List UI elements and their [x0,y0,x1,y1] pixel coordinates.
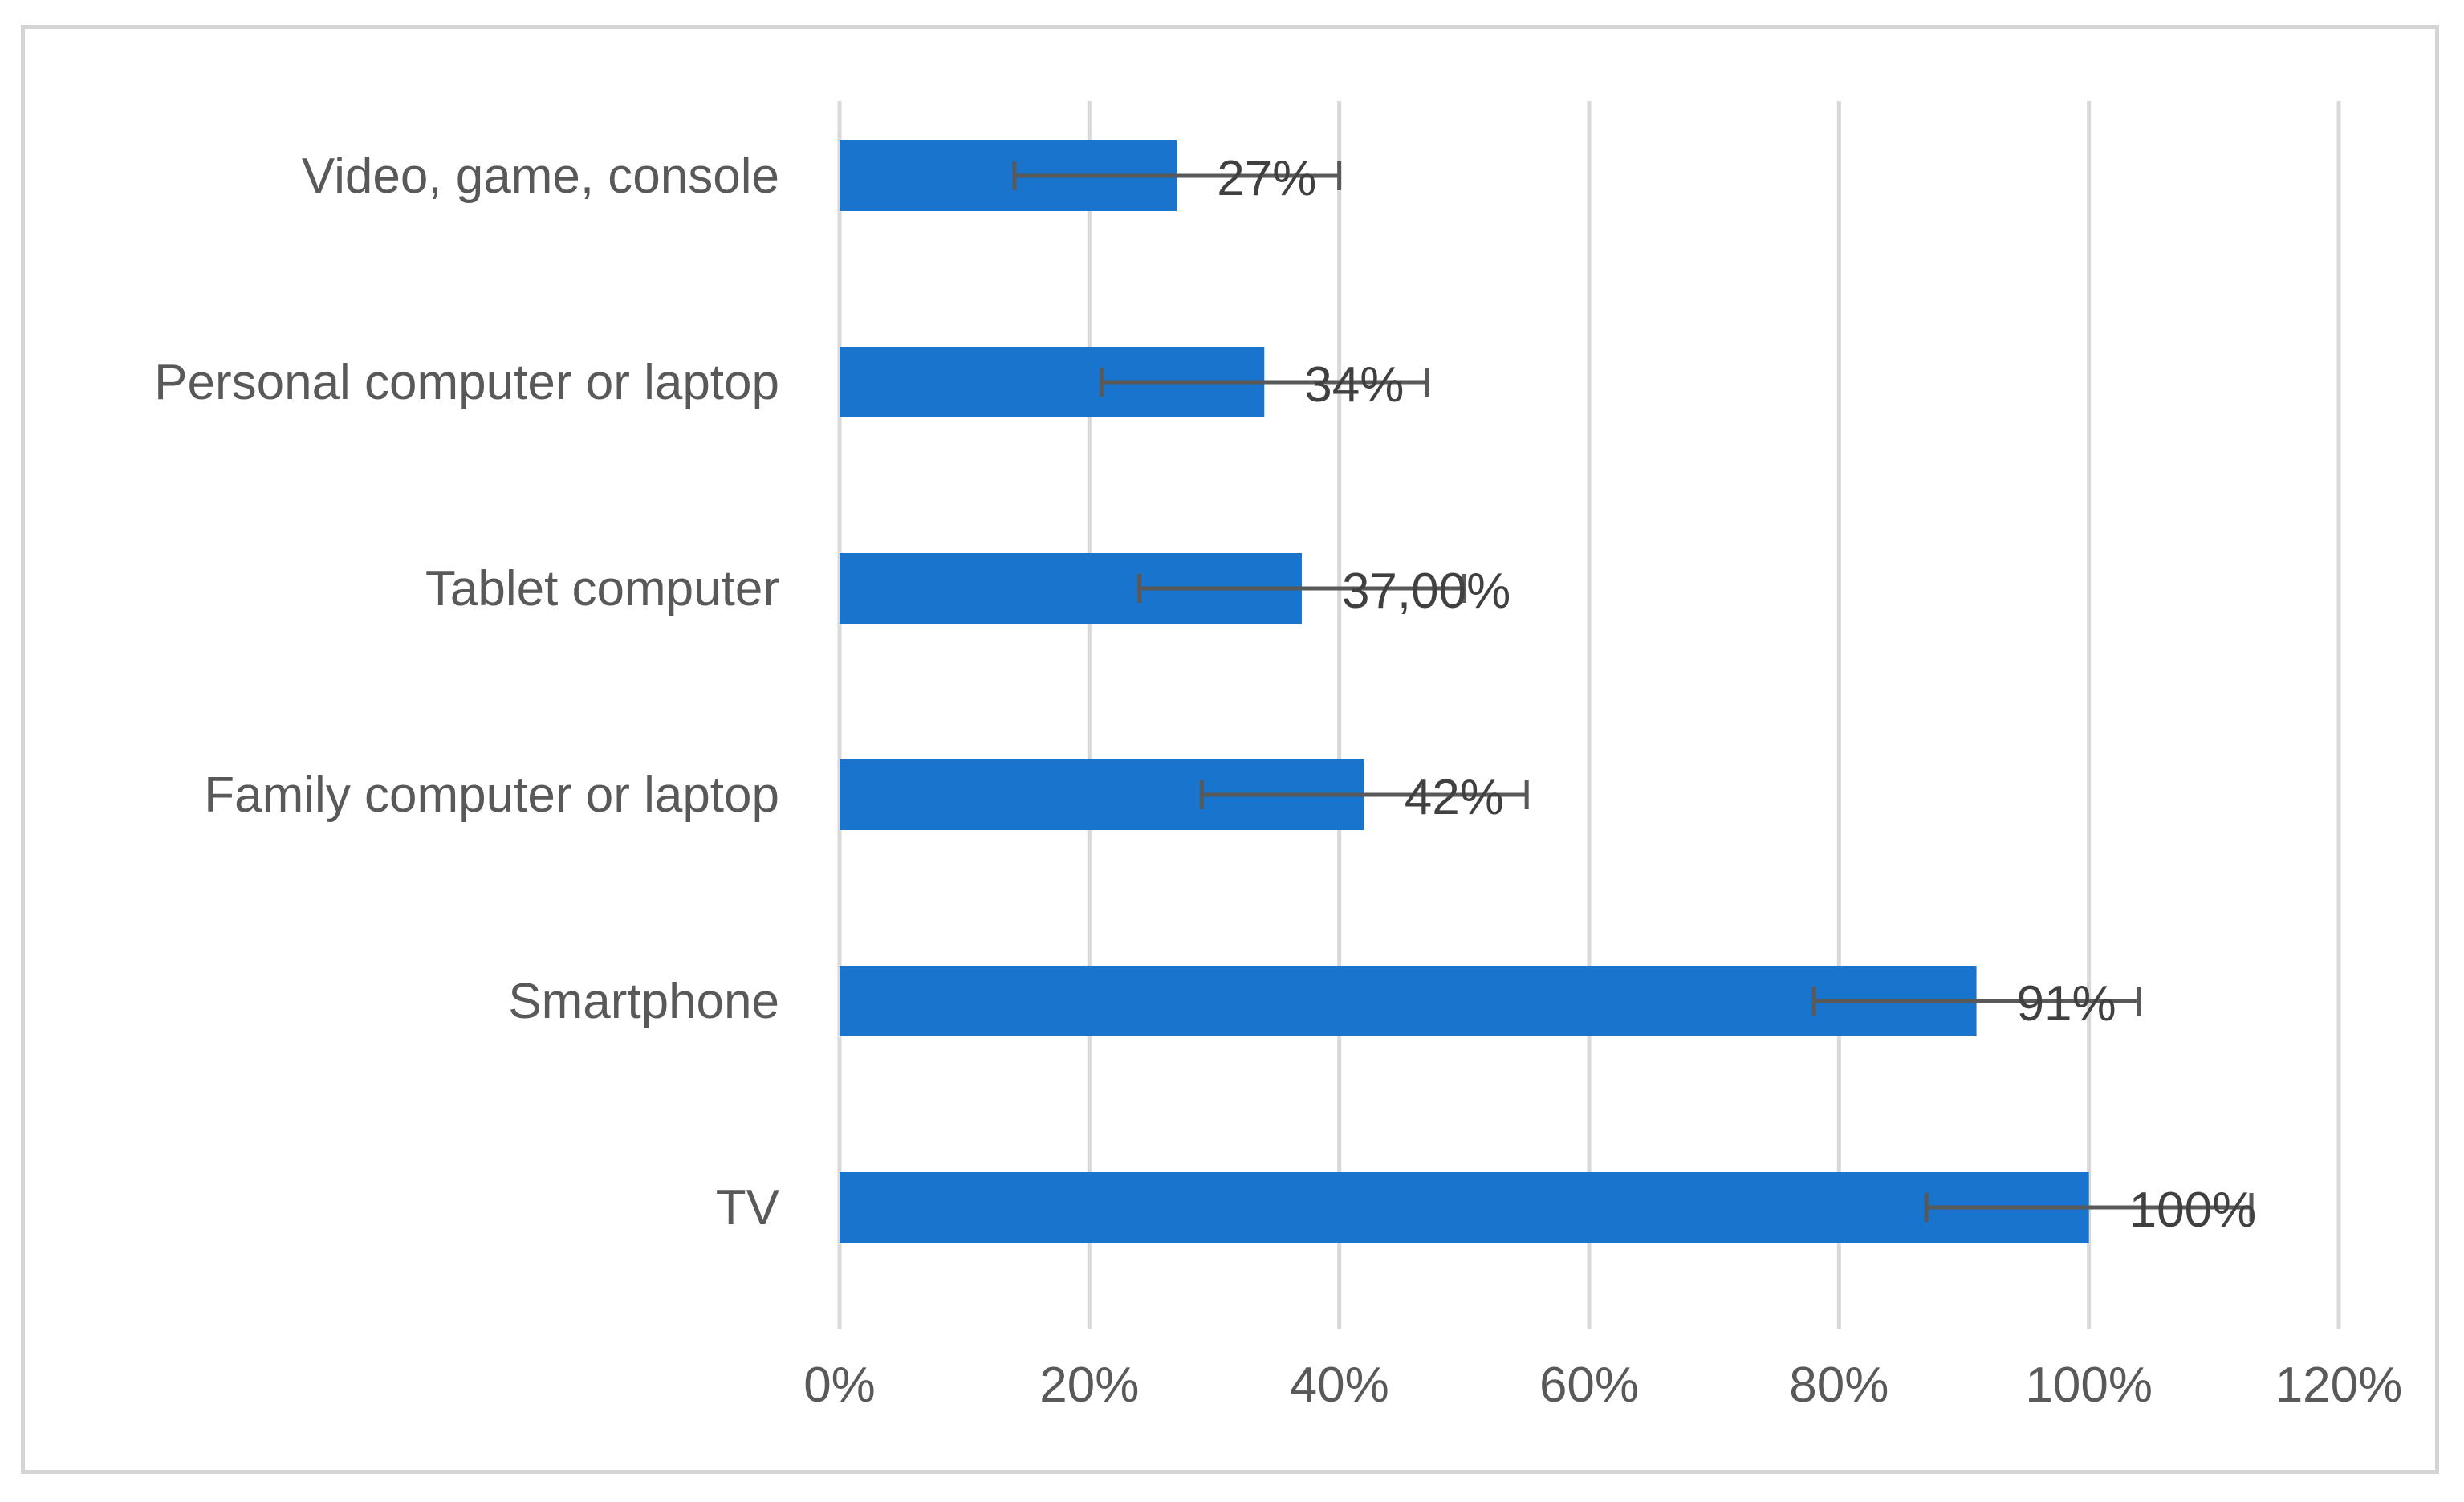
data-label: 91% [2017,976,2116,1032]
data-label: 100% [2129,1182,2257,1238]
error-bar [1100,368,1429,397]
error-bars [1012,161,2254,1222]
bar-chart: 27% 34% 37,00% 42% 91% 100% Video, game, cons… [154,101,2402,1413]
error-bar [1924,1193,2254,1222]
category-label: Family computer or laptop [204,767,779,823]
x-tick-label: 100% [2025,1357,2153,1413]
chart-frame: 27% 34% 37,00% 42% 91% 100% Video, game, cons… [21,25,2439,1474]
data-labels: 27% 34% 37,00% 42% 91% 100% [1217,151,2256,1238]
error-bar [1199,780,1529,809]
category-labels: Video, game, console Personal computer or… [154,149,780,1235]
category-label: Video, game, console [302,149,779,204]
x-tick-label: 40% [1290,1357,1389,1413]
data-label: 42% [1405,770,1504,825]
error-bar [1012,161,1342,190]
category-label: TV [716,1180,780,1235]
x-tick-label: 20% [1039,1357,1139,1413]
x-tick-label: 60% [1539,1357,1639,1413]
category-label: Personal computer or laptop [154,355,779,410]
x-axis-tick-labels: 0% 20% 40% 60% 80% 100% 120% [803,1357,2402,1413]
x-tick-label: 0% [803,1357,876,1413]
x-tick-label: 120% [2275,1357,2403,1413]
data-label: 37,00% [1342,564,1511,619]
bar [840,966,1977,1036]
category-label: Tablet computer [425,561,779,617]
error-bar [1811,987,2141,1016]
error-bar [1137,574,1466,603]
data-label: 34% [1304,357,1404,413]
bar [840,1172,2089,1243]
gridlines [837,101,2341,1329]
data-label: 27% [1217,151,1316,206]
category-label: Smartphone [508,974,779,1029]
x-tick-label: 80% [1789,1357,1889,1413]
bars [840,140,2089,1243]
